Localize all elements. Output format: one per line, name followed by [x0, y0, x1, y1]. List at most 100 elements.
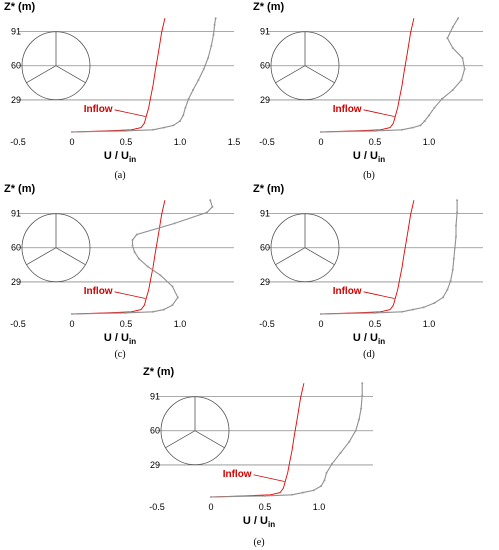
- wake-profile-point: [206, 211, 208, 214]
- wake-profile-point: [330, 462, 333, 465]
- x-tick-label: 1.0: [313, 502, 326, 512]
- wake-profile-point: [197, 79, 200, 82]
- x-tick-label: 1.0: [174, 319, 187, 329]
- wake-profile-point: [451, 89, 454, 92]
- x-tick-label: 1.0: [174, 137, 187, 147]
- inflow-leader-line: [363, 109, 395, 117]
- wake-profile-point: [374, 129, 376, 132]
- wake-profile-point: [172, 124, 175, 127]
- wake-profile-point: [411, 126, 414, 129]
- wake-profile-point: [446, 37, 449, 40]
- x-axis-label-main: U / U: [353, 332, 378, 344]
- wake-profile-point: [211, 205, 214, 208]
- rotor-blade: [26, 65, 57, 84]
- wake-profile-point: [125, 129, 127, 132]
- panel-b: Z* (m) 91 60 29 -0.5 0 0.5 1.0 U / Uin Inflow (b): [253, 1, 483, 181]
- wake-profile-point: [176, 296, 179, 299]
- wake-profile-point: [320, 131, 322, 133]
- y-tick-label: 29: [11, 277, 21, 287]
- wake-profile-point: [320, 484, 323, 487]
- x-axis-label-main: U / U: [243, 515, 268, 527]
- wake-profile-point: [210, 44, 213, 47]
- wake-profile-point: [209, 199, 212, 202]
- rotor-blade: [275, 247, 306, 266]
- wake-profile-point: [213, 23, 216, 26]
- x-axis-label-sub: in: [378, 155, 385, 164]
- wake-profile-point: [131, 238, 134, 241]
- wake-profile-point: [374, 311, 376, 314]
- wake-profile-point: [210, 496, 212, 498]
- wake-profile-point: [451, 47, 454, 50]
- y-axis-label: Z* (m): [143, 366, 175, 378]
- wake-profile-point: [214, 17, 217, 20]
- y-tick-label: 29: [260, 277, 270, 287]
- wake-profile-point: [428, 114, 430, 117]
- inflow-annotation: Inflow: [333, 286, 362, 297]
- inflow-leader-line: [114, 291, 146, 299]
- wake-profile-point: [323, 479, 326, 482]
- rotor-blade: [26, 247, 57, 266]
- wake-profile-line: [71, 200, 214, 315]
- wake-profile-point: [411, 308, 414, 311]
- y-axis-label: Z* (m): [4, 1, 36, 13]
- wake-profile-point: [152, 310, 154, 313]
- wake-profile-point: [71, 313, 73, 315]
- y-tick-label: 60: [260, 61, 270, 71]
- wake-profile-point: [456, 199, 459, 202]
- panel-e: Z* (m) 91 60 29 -0.5 0 0.5 1.0 U / Uin Inflow (e): [143, 366, 373, 548]
- y-tick-label: 29: [260, 95, 270, 105]
- rotor-blade: [55, 247, 86, 266]
- x-axis-label-main: U / U: [353, 150, 378, 162]
- wake-profile-point: [453, 246, 456, 249]
- wake-profile-point: [461, 56, 464, 59]
- wake-profile-point: [455, 224, 457, 227]
- wake-profile-point: [171, 304, 174, 307]
- x-tick-label: 0.5: [120, 137, 133, 147]
- panel-caption: (b): [363, 170, 375, 181]
- x-tick-label: 0: [318, 137, 323, 147]
- wake-profile-point: [325, 471, 328, 474]
- panel-caption: (e): [253, 537, 264, 548]
- wake-profile-point: [339, 451, 342, 454]
- wake-profile-point: [184, 106, 187, 109]
- inflow-profile-line: [320, 200, 415, 315]
- inflow-profile-line: [71, 18, 166, 133]
- panel-caption: (d): [363, 349, 375, 360]
- x-axis-label: U / Uin: [104, 332, 136, 346]
- wake-profile-point: [212, 33, 215, 36]
- wake-profile-point: [457, 17, 460, 20]
- wake-profile-point: [320, 313, 322, 315]
- y-tick-label: 60: [11, 243, 21, 253]
- x-tick-label: 1.0: [423, 137, 436, 147]
- wake-profile-point: [146, 265, 149, 268]
- wake-profile-point: [162, 308, 165, 311]
- wake-profile-point: [137, 257, 140, 260]
- wake-profile-point: [357, 418, 360, 421]
- wake-profile-point: [361, 394, 364, 397]
- wake-profile-line: [71, 18, 217, 133]
- y-tick-label: 91: [11, 26, 21, 36]
- wake-profile-point: [264, 494, 266, 497]
- inflow-profile-line: [320, 18, 415, 133]
- y-tick-label: 60: [11, 61, 21, 71]
- x-axis-label-main: U / U: [104, 150, 129, 162]
- rotor-blade: [304, 65, 335, 84]
- y-axis-label: Z* (m): [253, 183, 285, 195]
- inflow-profile-line: [71, 200, 166, 315]
- wake-profile-point: [361, 382, 364, 385]
- inflow-annotation: Inflow: [84, 104, 113, 115]
- y-axis-label: Z* (m): [253, 1, 285, 13]
- y-tick-label: 29: [11, 95, 21, 105]
- y-tick-label: 91: [150, 391, 160, 401]
- x-tick-label: 0: [318, 319, 323, 329]
- wake-profile-point: [179, 119, 181, 122]
- wake-profile-point: [422, 306, 425, 309]
- x-axis-label-sub: in: [268, 520, 275, 529]
- rotor-blade: [304, 247, 335, 266]
- x-tick-label: -0.5: [10, 319, 26, 329]
- rotor-blade: [55, 65, 86, 84]
- panel-caption: (c): [114, 349, 125, 360]
- wake-profile-point: [452, 257, 455, 260]
- wake-profile-point: [446, 288, 449, 291]
- wake-profile-point: [440, 97, 443, 100]
